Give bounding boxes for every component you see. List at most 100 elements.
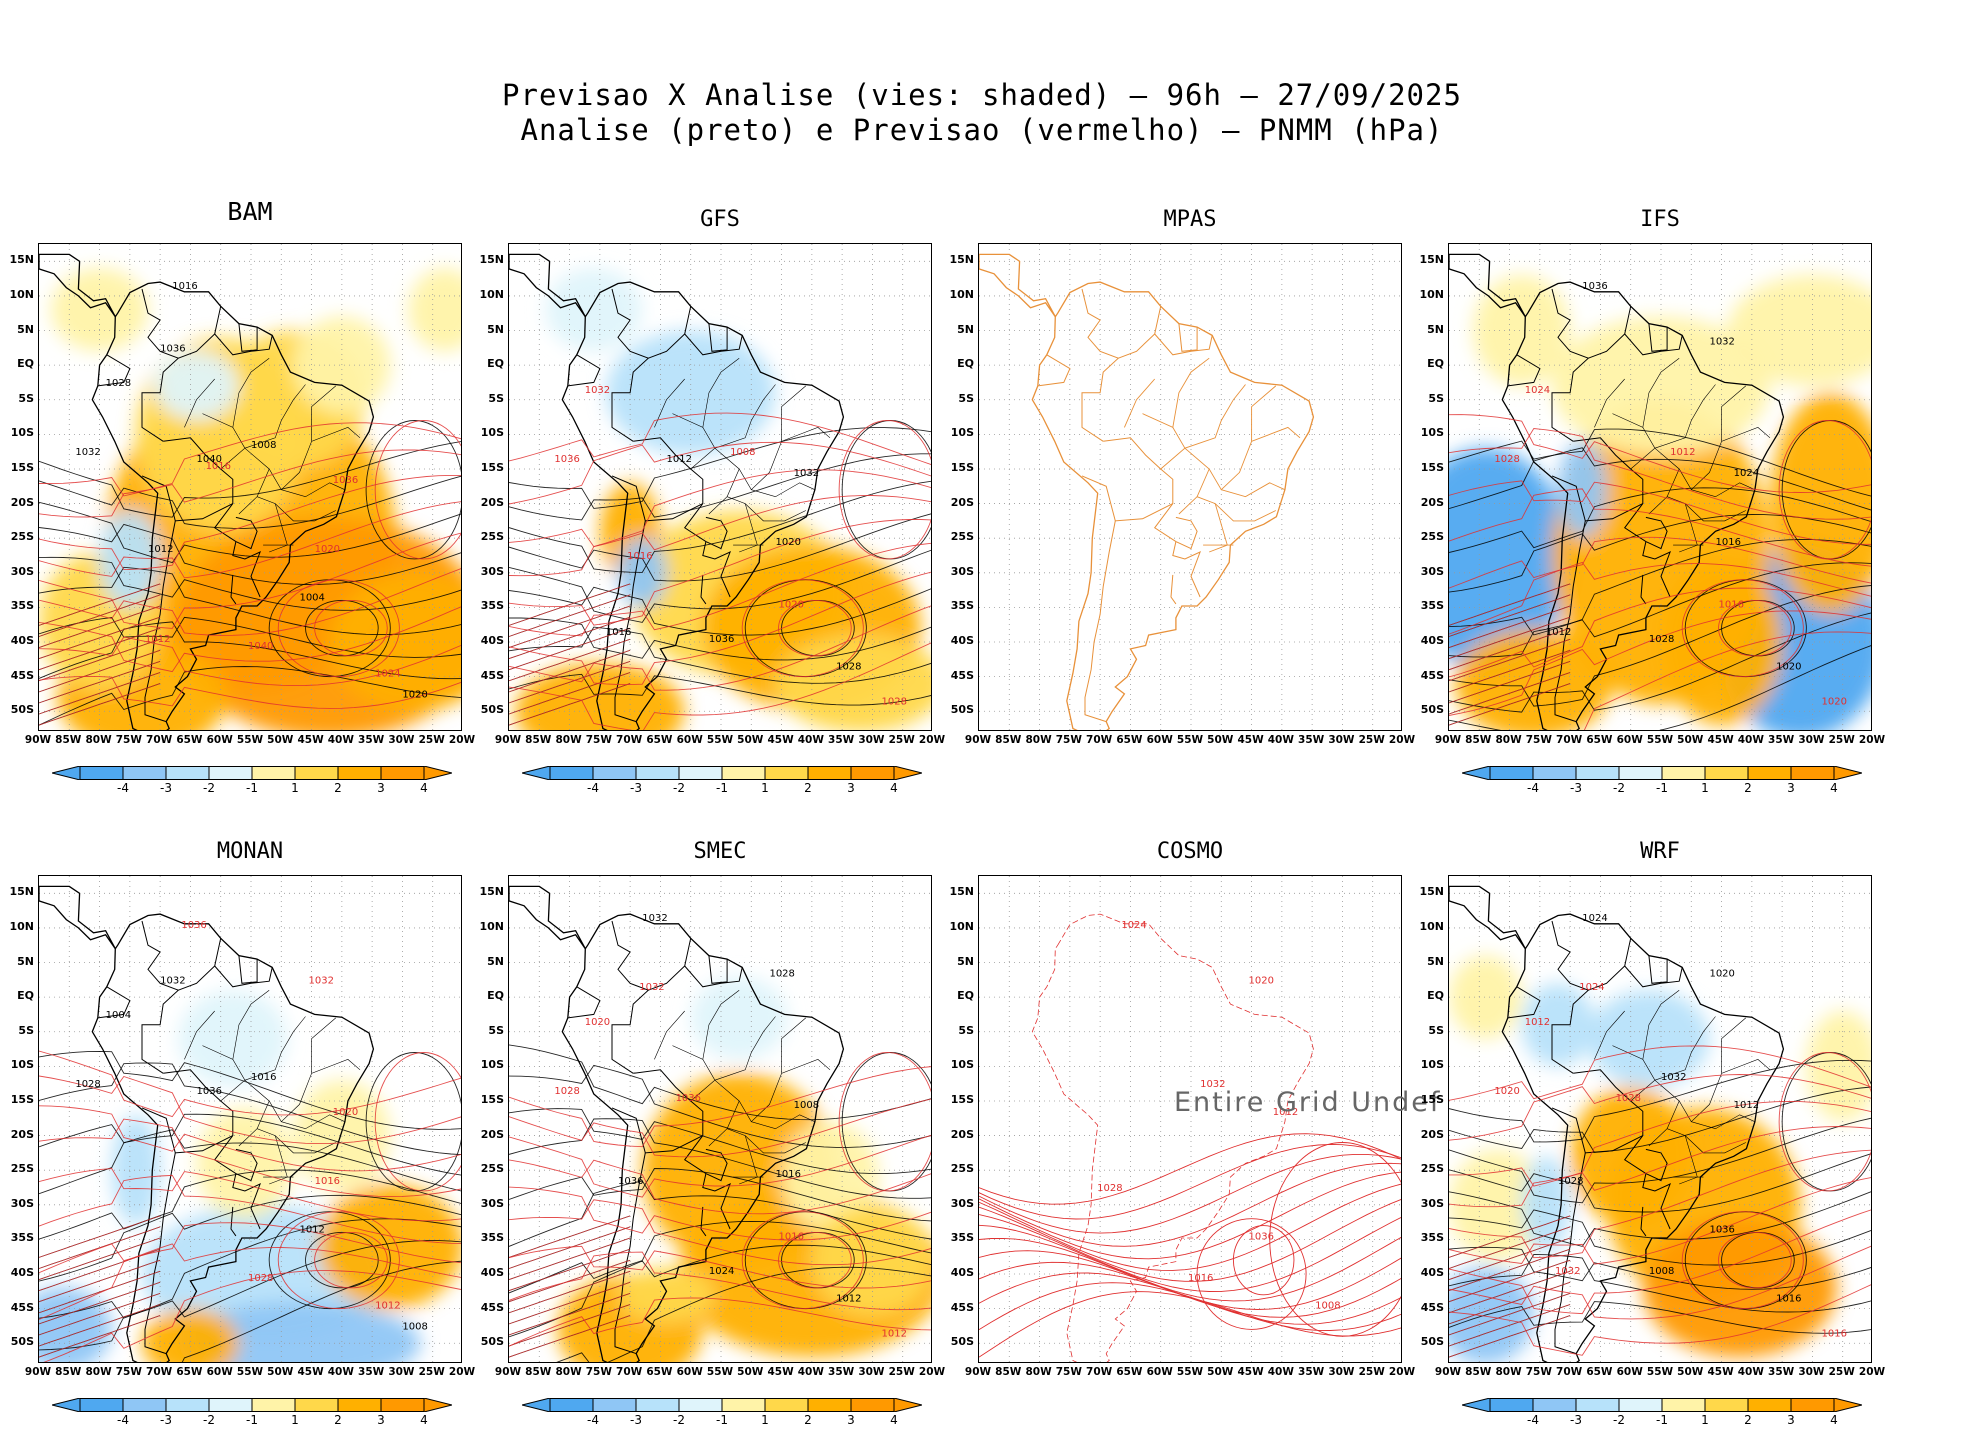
lon-tick-label: 30W — [1798, 734, 1825, 746]
lon-tick-label: 35W — [358, 734, 385, 746]
bias-area — [39, 1287, 112, 1362]
colorbar-segment — [893, 766, 922, 780]
contour-label: 1024 — [1579, 982, 1604, 993]
lon-tick-label: 30W — [1328, 1366, 1355, 1378]
lat-tick-label: 10S — [480, 1058, 504, 1072]
contour-label: 1028 — [1616, 1093, 1641, 1104]
colorbar-segment — [1532, 766, 1577, 780]
lon-tick-label: 75W — [115, 1366, 142, 1378]
colorbar — [52, 1398, 452, 1412]
lat-tick-label: 5N — [487, 954, 504, 968]
lat-tick-label: 40S — [480, 1266, 504, 1279]
lat-tick-label: 30S — [1420, 1196, 1444, 1210]
contour-label: 1016 — [1188, 1273, 1213, 1284]
lat-tick-label: 40S — [950, 634, 974, 647]
colorbar-tick-label: 2 — [334, 781, 342, 795]
coastline — [979, 253, 1315, 730]
colorbar-segment — [52, 1398, 81, 1412]
lat-tick-label: 35S — [950, 599, 974, 613]
colorbar-tick-label: 2 — [804, 1413, 812, 1427]
lon-tick-label: 25W — [888, 734, 915, 746]
contour-label: 1016 — [779, 1231, 804, 1242]
contour-label: 1016 — [1716, 537, 1741, 548]
lat-tick-label: EQ — [487, 357, 504, 371]
contour-label: 1012 — [666, 454, 691, 465]
colorbar-segment — [294, 766, 339, 780]
contour-label: 1032 — [639, 982, 664, 993]
forecast-contours — [39, 420, 461, 726]
bias-area — [1588, 990, 1710, 1088]
contour-label: 1028 — [248, 1273, 273, 1284]
lon-tick-label: 85W — [1465, 1366, 1492, 1378]
colorbar-segment — [79, 1398, 124, 1412]
contour-label: 1024 — [1734, 468, 1759, 479]
lon-tick-label: 65W — [1116, 1366, 1143, 1378]
colorbar-tick-label: 1 — [1701, 781, 1709, 795]
bias-area — [515, 662, 685, 730]
lon-tick-label: 55W — [236, 1366, 264, 1378]
forecast-contours — [1449, 414, 1871, 730]
contour-label: 1036 — [160, 343, 185, 354]
lat-tick-label: 20S — [950, 1127, 974, 1141]
colorbar-tick-label: 4 — [1830, 781, 1838, 795]
lat-tick-label: 30S — [480, 1196, 504, 1210]
colorbar-segment — [79, 766, 124, 780]
colorbar-tick-label: -3 — [1570, 781, 1582, 795]
colorbar-segment — [1532, 1398, 1577, 1412]
grid-lines — [979, 244, 1401, 730]
contour-label: 1008 — [402, 1321, 427, 1332]
contour-label: 1032 — [794, 468, 819, 479]
lon-tick-label: 45W — [1707, 734, 1734, 746]
colorbar-segment — [1833, 1398, 1862, 1412]
colorbar-segment — [850, 1398, 895, 1412]
contour-label: 1024 — [1121, 920, 1146, 931]
colorbar-segment — [122, 1398, 167, 1412]
lon-tick-label: 35W — [358, 1366, 385, 1378]
forecast-contours — [979, 913, 1401, 1362]
lon-tick-label: 40W — [327, 734, 354, 746]
lon-tick-label: 30W — [1798, 1366, 1825, 1378]
lat-tick-label: 20S — [480, 1127, 504, 1141]
lon-tick-label: 55W — [236, 734, 264, 746]
colorbar-segment — [893, 1398, 922, 1412]
colorbar-tick-label: 3 — [1787, 781, 1795, 795]
lon-tick-label: 70W — [1086, 1366, 1113, 1378]
lon-tick-label: 60W — [1146, 734, 1173, 746]
colorbar-segment — [251, 766, 296, 780]
contour-label: 1032 — [1661, 1072, 1686, 1083]
lat-tick-label: 10S — [1420, 1058, 1444, 1072]
lon-tick-label: 80W — [85, 734, 112, 746]
lat-tick-label: 45S — [10, 1300, 34, 1314]
lon-tick-label: 40W — [797, 734, 824, 746]
lat-tick-label: 45S — [1420, 1300, 1444, 1314]
grid-lines — [39, 876, 461, 1362]
colorbar-tick-label: 2 — [804, 781, 812, 795]
colorbar-tick-label: -2 — [673, 781, 685, 795]
grid-lines — [979, 876, 1401, 1362]
lat-tick-label: 20S — [10, 495, 34, 509]
lon-tick-label: 20W — [448, 1366, 476, 1378]
lon-tick-label: 65W — [1586, 1366, 1613, 1378]
lat-tick-label: 5S — [18, 1023, 34, 1037]
contour-label: 1028 — [1558, 1176, 1583, 1187]
lon-tick-label: 50W — [267, 734, 294, 746]
lat-tick-label: 30S — [10, 1196, 34, 1210]
lon-tick-label: 50W — [1677, 734, 1704, 746]
contour-label: 1020 — [1709, 968, 1734, 979]
colorbar-tick-label: 4 — [890, 781, 898, 795]
lat-tick-label: 50S — [480, 703, 504, 717]
lon-tick-label: 80W — [1495, 734, 1522, 746]
bias-area — [293, 1080, 391, 1191]
colorbar-segment — [52, 766, 81, 780]
map-panel-monan: 1016 1012 1008 1004 1028 1032 1036 1016 1012 1020… — [38, 875, 462, 1363]
bias-area — [1770, 392, 1871, 615]
coastline — [39, 885, 375, 1362]
lon-tick-label: 60W — [1616, 1366, 1643, 1378]
colorbar-tick-label: -3 — [630, 781, 642, 795]
lat-tick-label: 25S — [480, 1162, 504, 1176]
colorbar-segment — [337, 766, 382, 780]
lon-tick-label: 70W — [1556, 734, 1583, 746]
contour-label: 1032 — [160, 975, 185, 986]
lat-tick-label: 15N — [9, 253, 34, 267]
colorbar-tick-label: 3 — [847, 1413, 855, 1427]
